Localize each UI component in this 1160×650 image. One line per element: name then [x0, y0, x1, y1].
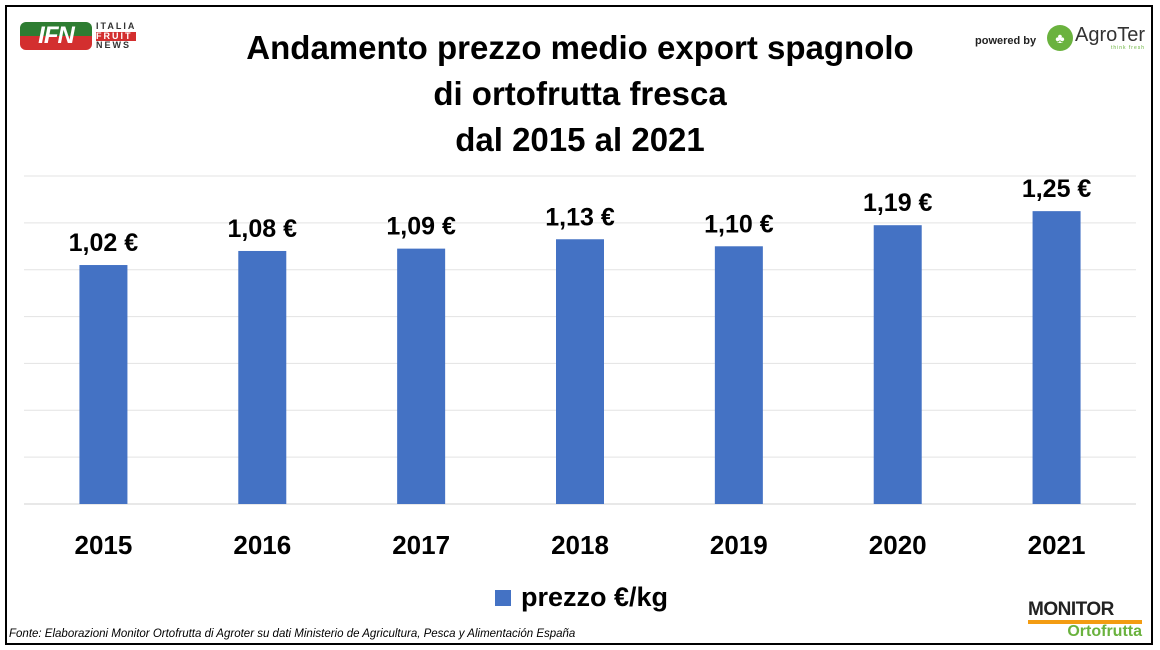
title-line: di ortofrutta fresca [433, 75, 727, 112]
x-tick-label: 2015 [75, 530, 133, 560]
bar [238, 250, 287, 504]
data-label: 1,13 € [545, 203, 615, 231]
title-line: dal 2015 al 2021 [455, 121, 705, 158]
source-note: Fonte: Elaborazioni Monitor Ortofrutta d… [9, 628, 576, 640]
x-tick-label: 2017 [392, 530, 450, 560]
agroter-logo: ♣ AgroTer think fresh [1047, 25, 1145, 51]
bar [714, 246, 763, 505]
data-label: 1,09 € [386, 213, 456, 241]
agroter-name: AgroTer [1075, 24, 1146, 46]
data-label: 1,10 € [704, 210, 774, 238]
data-label: 1,08 € [228, 215, 298, 243]
tree-icon: ♣ [1047, 25, 1073, 51]
title-line: Andamento prezzo medio export spagnolo [246, 29, 914, 66]
agroter-tagline: think fresh [1110, 45, 1146, 51]
legend-label: prezzo €/kg [521, 582, 669, 612]
x-tick-label: 2016 [233, 530, 291, 560]
monitor-ortofrutta-logo: MONITOR Ortofrutta [1028, 599, 1142, 640]
bar [397, 248, 446, 504]
bar [873, 225, 922, 504]
bar [79, 265, 128, 504]
data-label: 1,02 € [69, 229, 139, 257]
data-label: 1,19 € [863, 189, 933, 217]
legend: prezzo €/kg [495, 582, 668, 613]
chart-frame [5, 5, 1153, 645]
bar [1032, 211, 1081, 504]
bar [556, 239, 604, 504]
ifn-word: ITALIA [96, 21, 137, 31]
legend-swatch [495, 589, 511, 606]
x-tick-label: 2021 [1028, 530, 1086, 560]
ifn-word: NEWS [96, 40, 131, 50]
x-tick-label: 2018 [551, 530, 609, 560]
chart-title: Andamento prezzo medio export spagnolo d… [200, 25, 960, 163]
ifn-logo: IFN ITALIA FRUIT NEWS [20, 21, 137, 51]
ifn-logo-mark: IFN [20, 22, 92, 51]
data-label: 1,25 € [1022, 175, 1092, 203]
x-tick-label: 2020 [869, 530, 927, 560]
x-tick-label: 2019 [710, 530, 768, 560]
ifn-word: FRUIT [96, 31, 137, 41]
powered-by-label: powered by [975, 35, 1037, 47]
